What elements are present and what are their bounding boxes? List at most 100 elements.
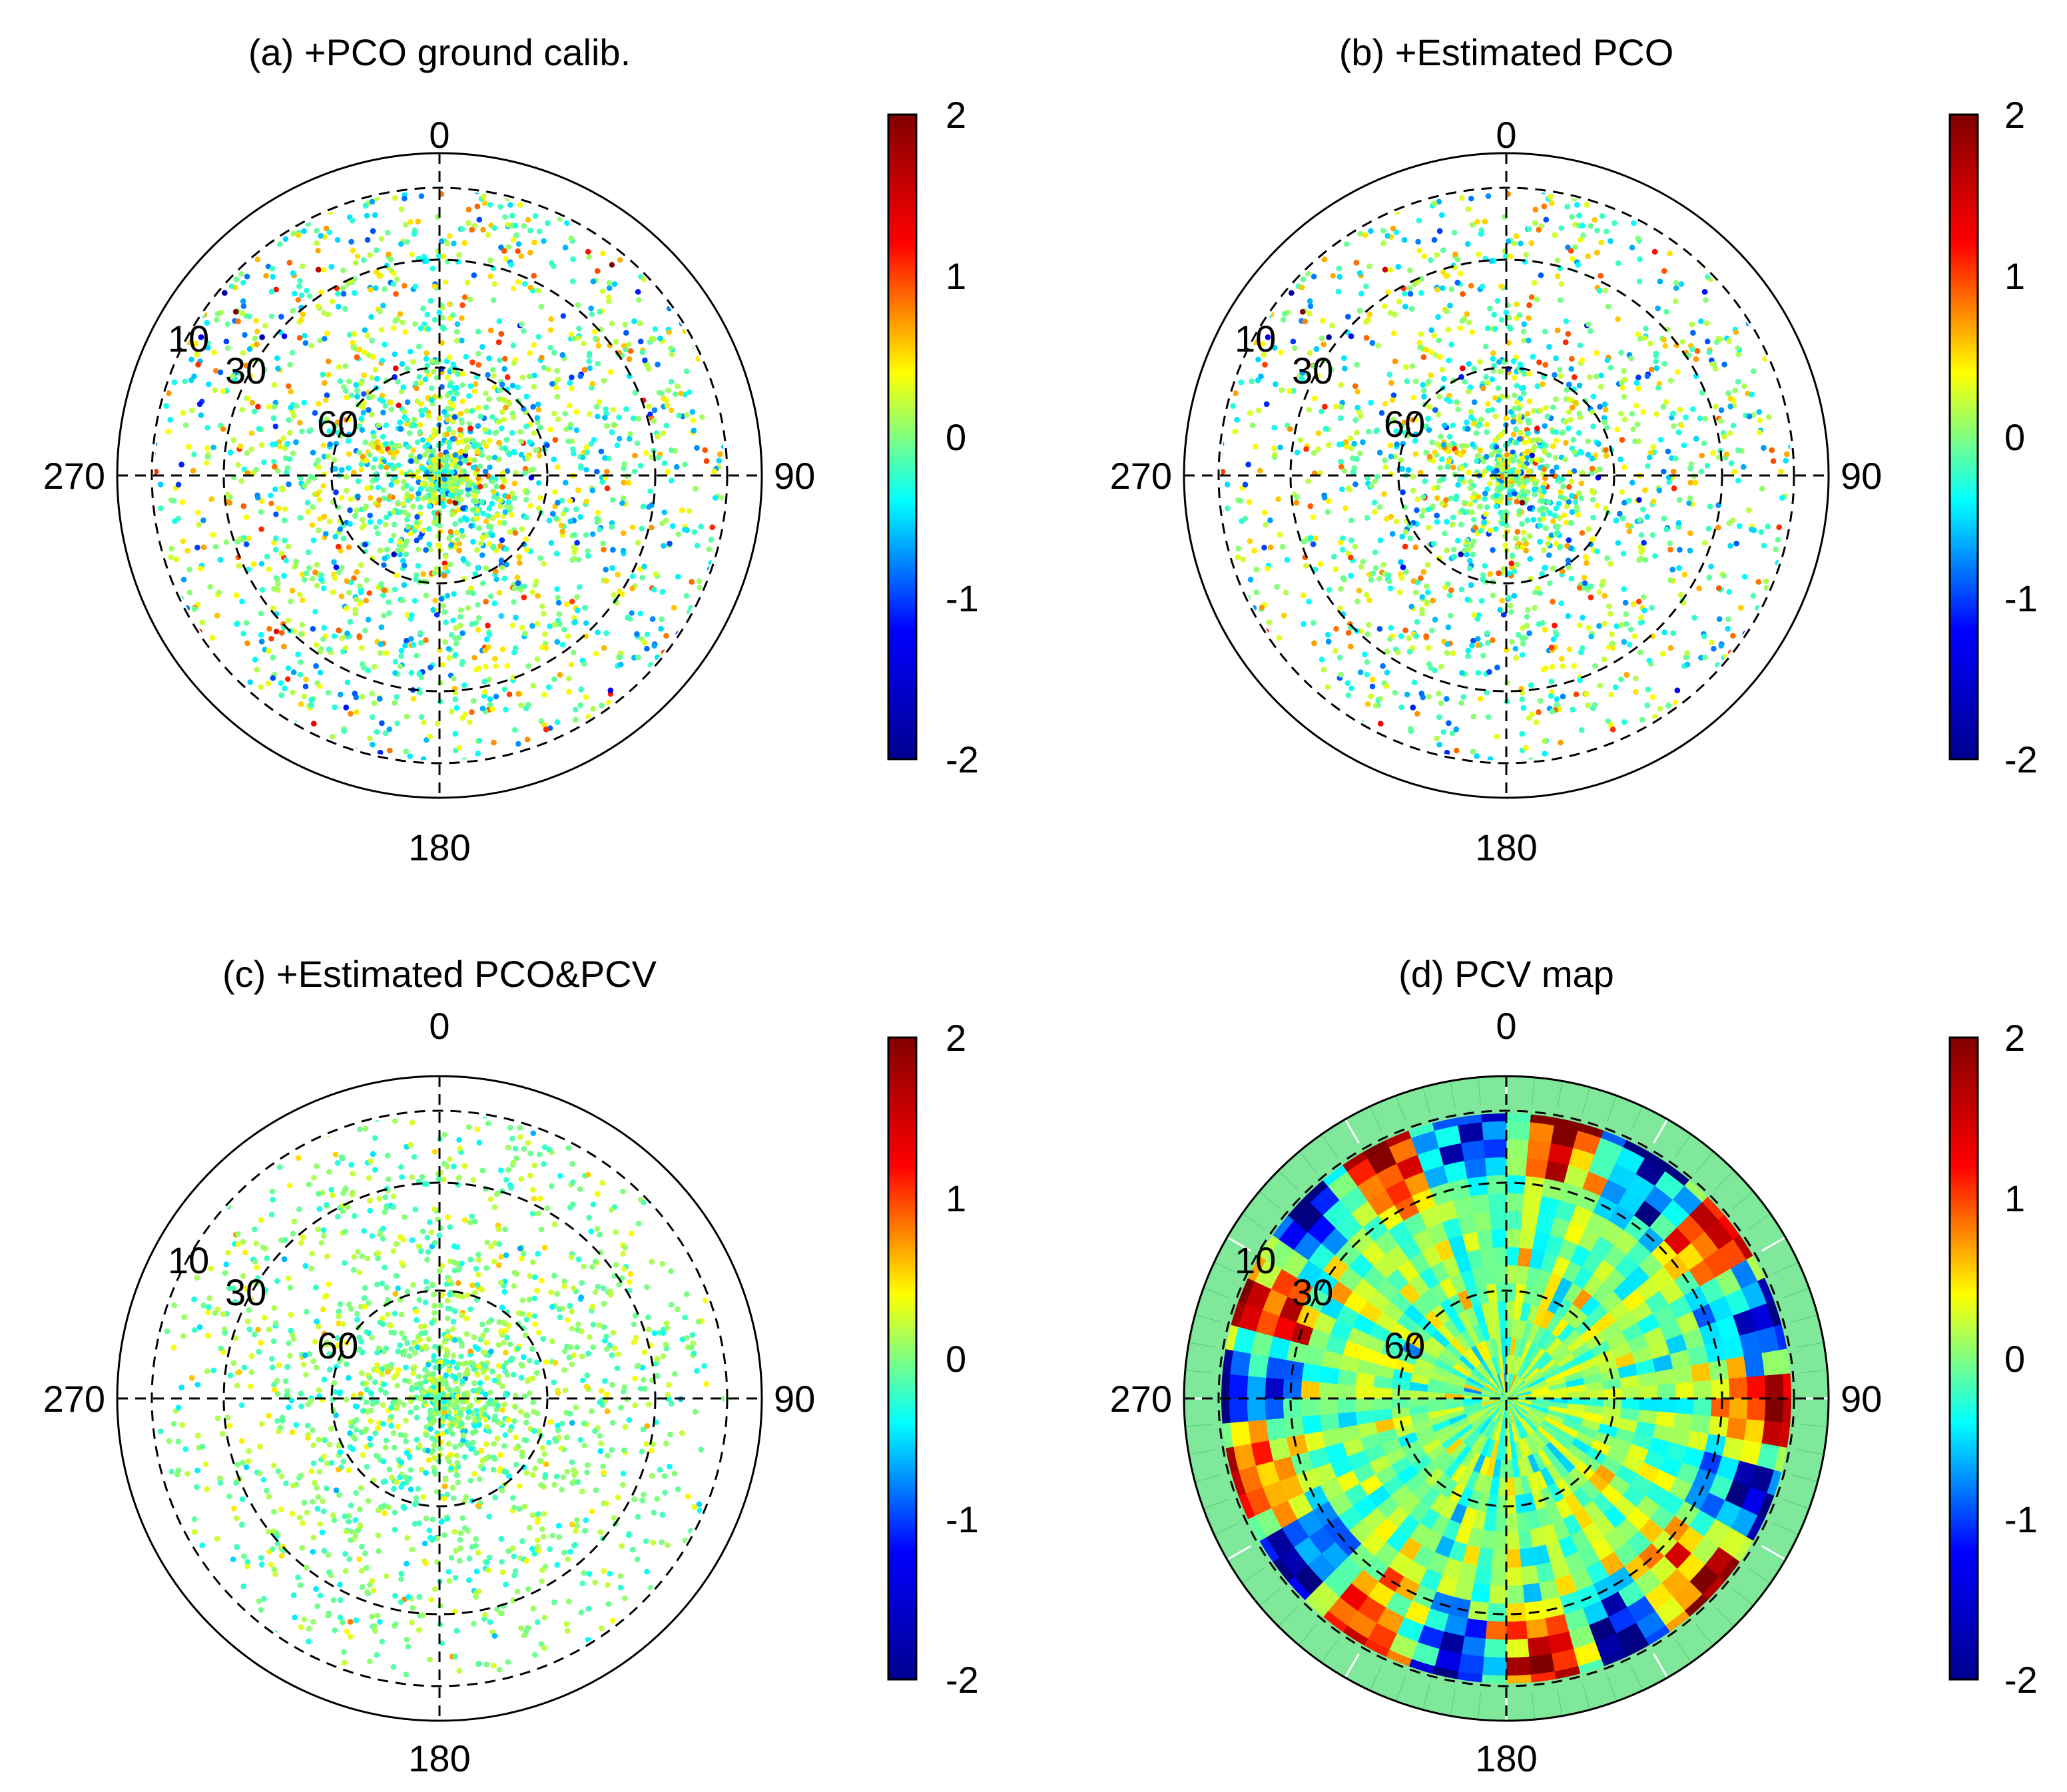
residual-point [547, 344, 553, 351]
residual-point [466, 393, 472, 399]
residual-point [544, 442, 550, 448]
residual-point [729, 511, 734, 517]
residual-point [497, 758, 503, 760]
residual-point [644, 631, 650, 637]
residual-point [440, 662, 446, 668]
residual-point [306, 733, 312, 739]
residual-point [381, 562, 387, 568]
residual-point [465, 561, 471, 567]
residual-point [515, 248, 521, 254]
residual-point [224, 321, 231, 327]
residual-point [617, 436, 623, 442]
residual-point [241, 466, 247, 472]
residual-point [718, 396, 724, 402]
residual-point [298, 292, 305, 298]
residual-point [525, 737, 531, 743]
residual-point [217, 369, 224, 376]
residual-point [731, 490, 737, 495]
residual-point [285, 617, 291, 623]
residual-point [557, 216, 563, 222]
residual-point [625, 695, 631, 701]
residual-point [647, 412, 653, 418]
residual-point [232, 265, 238, 271]
residual-point [443, 462, 450, 469]
residual-point [378, 236, 384, 242]
residual-point [282, 236, 288, 242]
residual-point [537, 495, 543, 501]
residual-point [320, 483, 326, 489]
residual-point [386, 610, 392, 616]
residual-point [577, 584, 583, 590]
residual-point [599, 288, 606, 294]
residual-point [729, 481, 734, 486]
residual-point [497, 357, 503, 364]
residual-point [245, 689, 251, 696]
residual-point [285, 665, 292, 671]
residual-point [424, 737, 430, 743]
residual-point [268, 492, 274, 499]
residual-point [380, 487, 387, 493]
residual-point [316, 527, 322, 533]
panel-title: (a) +PCO ground calib. [248, 31, 631, 73]
residual-point [249, 400, 256, 406]
residual-point [315, 248, 321, 254]
residual-point [573, 427, 580, 434]
residual-point [394, 572, 400, 578]
residual-point [682, 461, 688, 467]
residual-point [408, 349, 414, 355]
residual-point [360, 410, 366, 416]
residual-point [346, 332, 353, 338]
residual-point [675, 308, 681, 314]
residual-point [483, 390, 489, 396]
residual-point [426, 541, 432, 547]
residual-point [489, 414, 495, 420]
residual-point [637, 611, 643, 617]
residual-point [380, 410, 386, 416]
residual-point [147, 516, 152, 521]
residual-scatter [147, 184, 737, 770]
residual-point [391, 533, 397, 539]
residual-point [242, 332, 248, 338]
residual-point [338, 495, 344, 501]
residual-point [354, 709, 360, 715]
residual-point [434, 375, 440, 381]
residual-point [396, 402, 402, 408]
residual-point [515, 741, 521, 747]
residual-point [480, 226, 486, 233]
residual-point [358, 467, 364, 473]
residual-point [573, 707, 579, 713]
residual-point [164, 577, 170, 583]
residual-point [232, 265, 238, 271]
residual-point [535, 196, 541, 202]
residual-point [258, 526, 264, 532]
residual-point [272, 709, 278, 715]
residual-point [348, 392, 355, 398]
residual-point [421, 254, 428, 260]
residual-point [647, 488, 653, 494]
residual-point [702, 590, 709, 596]
residual-point [305, 221, 311, 227]
residual-point [224, 269, 231, 275]
residual-point [639, 636, 645, 642]
residual-point [475, 615, 482, 621]
residual-point [314, 583, 320, 589]
residual-point [273, 629, 280, 635]
residual-point [675, 644, 681, 650]
residual-point [718, 396, 724, 402]
residual-point [306, 733, 312, 739]
residual-point [597, 226, 603, 232]
residual-point [265, 681, 271, 687]
residual-point [496, 590, 503, 596]
residual-point [389, 184, 394, 190]
residual-point [589, 311, 595, 317]
residual-point [178, 613, 184, 619]
residual-point [316, 497, 322, 503]
residual-point [450, 675, 457, 682]
residual-point [205, 340, 211, 346]
residual-point [476, 764, 481, 770]
residual-point [566, 212, 573, 219]
residual-point [682, 328, 688, 334]
residual-point [246, 313, 252, 320]
residual-point [268, 636, 274, 642]
residual-point [475, 602, 481, 608]
